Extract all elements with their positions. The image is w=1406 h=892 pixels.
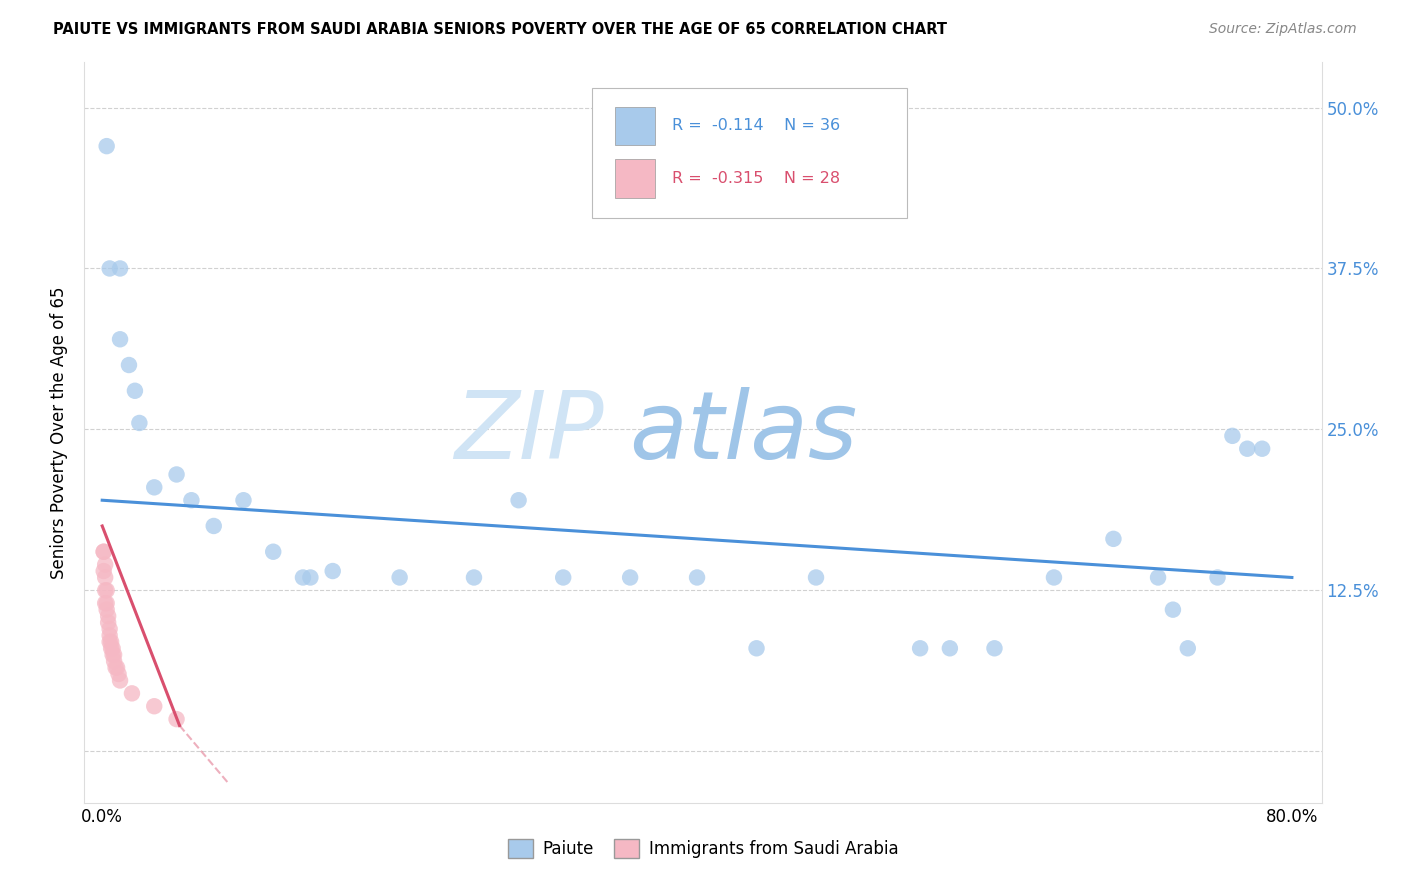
Point	[108, 673, 131, 688]
Point	[166, 712, 188, 726]
Point	[96, 583, 118, 598]
Point	[745, 641, 768, 656]
Point	[124, 384, 146, 398]
Bar	[616, 160, 655, 198]
Bar	[616, 107, 655, 145]
Point	[96, 602, 118, 616]
Point	[508, 493, 530, 508]
Point	[93, 545, 115, 559]
Point	[104, 660, 127, 674]
Point	[105, 660, 128, 674]
Point	[98, 622, 121, 636]
Point	[98, 635, 121, 649]
Point	[1161, 602, 1184, 616]
Point	[463, 570, 485, 584]
Point	[128, 416, 150, 430]
FancyBboxPatch shape	[592, 88, 907, 218]
Point	[1236, 442, 1258, 456]
Point	[98, 261, 121, 276]
Text: R =  -0.315    N = 28: R = -0.315 N = 28	[672, 171, 841, 186]
Point	[94, 570, 117, 584]
Point	[686, 570, 709, 584]
Point	[1043, 570, 1066, 584]
Point	[180, 493, 202, 508]
Point	[93, 545, 115, 559]
Point	[1177, 641, 1199, 656]
Point	[94, 583, 117, 598]
Legend: Paiute, Immigrants from Saudi Arabia: Paiute, Immigrants from Saudi Arabia	[501, 833, 905, 865]
Point	[804, 570, 827, 584]
Point	[100, 641, 122, 656]
Point	[262, 545, 284, 559]
Point	[322, 564, 344, 578]
Point	[118, 358, 141, 372]
Point	[299, 570, 322, 584]
Point	[939, 641, 962, 656]
Point	[107, 667, 129, 681]
Point	[143, 699, 166, 714]
Point	[983, 641, 1005, 656]
Point	[1147, 570, 1170, 584]
Point	[908, 641, 931, 656]
Point	[1206, 570, 1229, 584]
Point	[388, 570, 411, 584]
Point	[93, 564, 115, 578]
Point	[100, 635, 122, 649]
Point	[1222, 429, 1244, 443]
Point	[166, 467, 188, 482]
Point	[108, 261, 131, 276]
Point	[101, 641, 124, 656]
Point	[96, 139, 118, 153]
Point	[98, 628, 121, 642]
Text: ZIP: ZIP	[454, 387, 605, 478]
Text: R =  -0.114    N = 36: R = -0.114 N = 36	[672, 118, 841, 133]
Point	[94, 558, 117, 572]
Point	[101, 648, 124, 662]
Point	[291, 570, 314, 584]
Point	[619, 570, 641, 584]
Text: atlas: atlas	[628, 387, 858, 478]
Point	[103, 648, 125, 662]
Point	[97, 615, 120, 630]
Point	[553, 570, 575, 584]
Point	[202, 519, 225, 533]
Text: PAIUTE VS IMMIGRANTS FROM SAUDI ARABIA SENIORS POVERTY OVER THE AGE OF 65 CORREL: PAIUTE VS IMMIGRANTS FROM SAUDI ARABIA S…	[53, 22, 948, 37]
Point	[143, 480, 166, 494]
Point	[1102, 532, 1125, 546]
Point	[96, 596, 118, 610]
Point	[94, 596, 117, 610]
Point	[103, 654, 125, 668]
Point	[108, 332, 131, 346]
Point	[97, 609, 120, 624]
Point	[121, 686, 143, 700]
Point	[1251, 442, 1274, 456]
Text: Source: ZipAtlas.com: Source: ZipAtlas.com	[1209, 22, 1357, 37]
Point	[232, 493, 254, 508]
Y-axis label: Seniors Poverty Over the Age of 65: Seniors Poverty Over the Age of 65	[51, 286, 69, 579]
